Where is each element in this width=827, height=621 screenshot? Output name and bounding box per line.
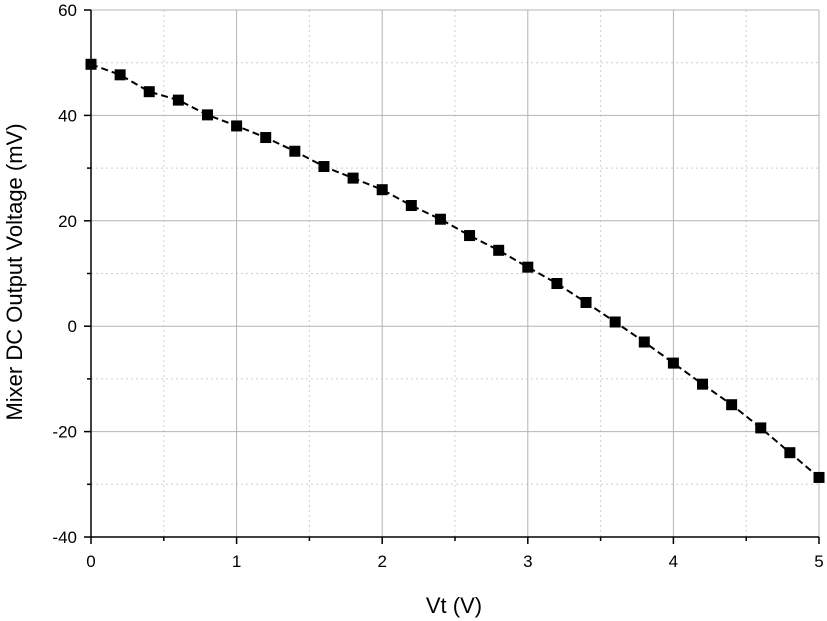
data-point xyxy=(231,120,243,132)
data-point xyxy=(172,94,184,106)
data-point xyxy=(493,244,505,256)
data-point xyxy=(697,378,709,390)
x-tick-label: 5 xyxy=(814,552,823,571)
data-point xyxy=(143,86,155,98)
data-point xyxy=(784,447,796,459)
data-point xyxy=(201,109,213,121)
data-point xyxy=(289,145,301,157)
x-tick-label: 3 xyxy=(523,552,532,571)
data-point xyxy=(114,69,126,81)
data-point xyxy=(376,184,388,196)
x-tick-label: 4 xyxy=(669,552,678,571)
y-tick-label: -40 xyxy=(52,528,77,547)
data-point xyxy=(347,172,359,184)
data-point xyxy=(434,213,446,225)
data-point xyxy=(405,200,417,212)
x-tick-label: 1 xyxy=(232,552,241,571)
ticks xyxy=(84,9,820,544)
data-point xyxy=(318,161,330,173)
y-tick-label: 20 xyxy=(58,212,77,231)
y-tick-label: 0 xyxy=(68,317,77,336)
axes xyxy=(90,9,820,538)
data-point xyxy=(522,261,534,273)
data-point xyxy=(260,132,272,144)
tick-labels: 0 1 2 3 4 5 -40 -20 0 20 40 60 xyxy=(52,1,823,571)
data-point xyxy=(580,296,592,308)
y-tick-label: 60 xyxy=(58,1,77,20)
x-tick-label: 0 xyxy=(86,552,95,571)
data-point xyxy=(755,422,767,434)
y-tick-label: 40 xyxy=(58,106,77,125)
x-axis-title: Vt (V) xyxy=(426,593,482,618)
grid xyxy=(91,10,819,537)
data-point xyxy=(85,58,97,70)
x-tick-label: 2 xyxy=(377,552,386,571)
y-tick-label: -20 xyxy=(52,423,77,442)
data-point xyxy=(638,336,650,348)
series-group xyxy=(85,58,825,483)
data-point xyxy=(464,230,476,242)
y-axis-title: Mixer DC Output Voltage (mV) xyxy=(2,123,27,420)
data-point xyxy=(609,316,621,328)
data-point xyxy=(813,471,825,483)
data-point xyxy=(667,357,679,369)
data-point xyxy=(726,399,738,411)
data-point xyxy=(551,278,563,290)
